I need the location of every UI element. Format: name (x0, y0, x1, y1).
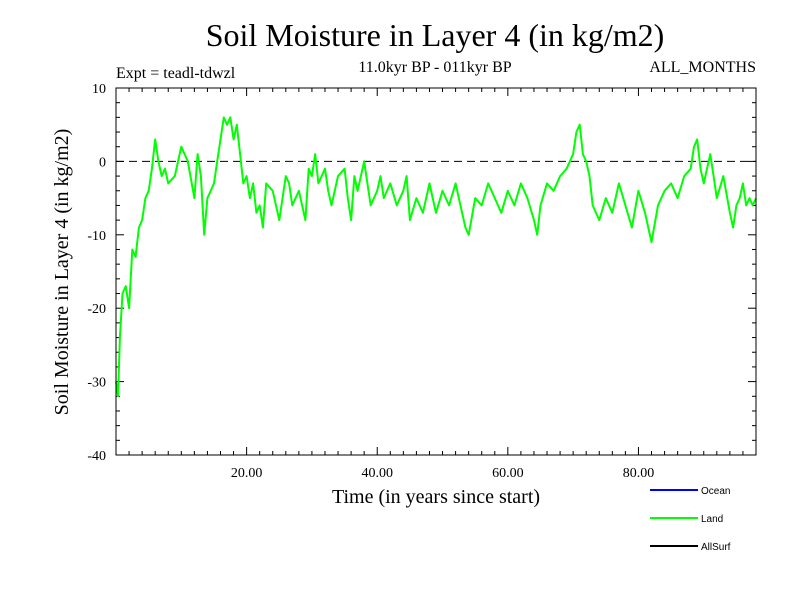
y-tick-label: -20 (87, 302, 106, 317)
y-tick-label: 0 (99, 155, 106, 170)
y-tick-label: -40 (87, 449, 106, 464)
legend-label-allsurf: AllSurf (701, 542, 731, 553)
y-tick-label: -30 (87, 376, 106, 391)
legend-label-land: Land (701, 514, 723, 525)
x-axis-label: Time (in years since start) (332, 486, 540, 508)
y-tick-label: 10 (92, 82, 106, 97)
series-group (115, 116, 757, 398)
chart-title: Soil Moisture in Layer 4 (in kg/m2) (206, 17, 665, 53)
y-tick-label: -10 (87, 229, 106, 244)
x-tick-label: 40.00 (361, 466, 393, 481)
experiment-label: Expt = teadl-tdwzl (116, 65, 236, 82)
x-tick-label: 80.00 (623, 466, 655, 481)
months-label: ALL_MONTHS (649, 59, 756, 76)
axis-ticks: 10 0 -10 -20 -30 -40 20.00 40.00 60.00 80.00 (87, 82, 756, 481)
legend: Ocean Land AllSurf (650, 486, 731, 553)
y-axis-label: Soil Moisture in Layer 4 (in kg/m2) (51, 129, 73, 416)
legend-label-ocean: Ocean (701, 486, 730, 497)
x-tick-label: 20.00 (231, 466, 263, 481)
x-tick-label: 60.00 (492, 466, 524, 481)
plot-frame (115, 87, 757, 456)
series-line-land (115, 116, 757, 398)
chart-subtitle: 11.0kyr BP - 011kyr BP (358, 59, 511, 76)
